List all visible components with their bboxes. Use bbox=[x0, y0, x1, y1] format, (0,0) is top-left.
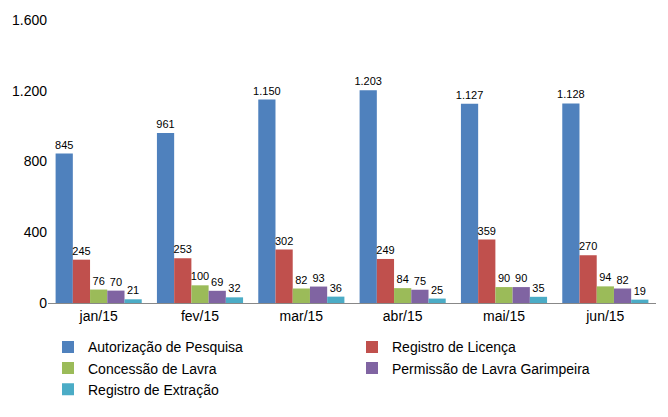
svg-text:0: 0 bbox=[39, 295, 47, 311]
svg-text:84: 84 bbox=[397, 273, 409, 285]
svg-text:82: 82 bbox=[295, 274, 307, 286]
svg-text:Permissão de Lavra Garimpeira: Permissão de Lavra Garimpeira bbox=[392, 361, 590, 377]
svg-text:76: 76 bbox=[93, 275, 105, 287]
svg-text:90: 90 bbox=[498, 272, 510, 284]
svg-text:100: 100 bbox=[191, 270, 209, 282]
svg-text:Concessão de Lavra: Concessão de Lavra bbox=[88, 361, 217, 377]
svg-text:249: 249 bbox=[376, 244, 394, 256]
svg-text:1.127: 1.127 bbox=[456, 89, 484, 101]
svg-text:1.128: 1.128 bbox=[557, 88, 585, 100]
svg-text:253: 253 bbox=[174, 243, 192, 255]
svg-text:Registro de Extração: Registro de Extração bbox=[88, 382, 219, 398]
svg-text:fev/15: fev/15 bbox=[181, 308, 219, 324]
svg-text:abr/15: abr/15 bbox=[383, 308, 423, 324]
svg-text:270: 270 bbox=[579, 240, 597, 252]
svg-text:jun/15: jun/15 bbox=[585, 308, 624, 324]
svg-text:90: 90 bbox=[515, 272, 527, 284]
svg-text:359: 359 bbox=[478, 225, 496, 237]
svg-text:302: 302 bbox=[275, 235, 293, 247]
svg-text:mar/15: mar/15 bbox=[280, 308, 324, 324]
svg-text:69: 69 bbox=[211, 276, 223, 288]
svg-text:1.150: 1.150 bbox=[253, 85, 281, 97]
svg-text:94: 94 bbox=[599, 271, 611, 283]
svg-text:Registro de Licença: Registro de Licença bbox=[392, 339, 516, 355]
svg-text:Autorização de Pesquisa: Autorização de Pesquisa bbox=[88, 339, 243, 355]
svg-text:845: 845 bbox=[55, 139, 73, 151]
svg-text:mai/15: mai/15 bbox=[483, 308, 525, 324]
svg-text:36: 36 bbox=[330, 282, 342, 294]
svg-text:70: 70 bbox=[110, 276, 122, 288]
svg-text:25: 25 bbox=[431, 284, 443, 296]
svg-text:19: 19 bbox=[634, 285, 646, 297]
svg-text:21: 21 bbox=[127, 284, 139, 296]
svg-text:82: 82 bbox=[616, 274, 628, 286]
svg-text:jan/15: jan/15 bbox=[79, 308, 118, 324]
svg-text:93: 93 bbox=[312, 272, 324, 284]
svg-text:75: 75 bbox=[414, 275, 426, 287]
svg-text:32: 32 bbox=[228, 282, 240, 294]
svg-text:1.203: 1.203 bbox=[354, 75, 382, 87]
svg-text:400: 400 bbox=[24, 224, 48, 240]
svg-text:800: 800 bbox=[24, 153, 48, 169]
svg-text:1.600: 1.600 bbox=[12, 12, 47, 28]
svg-text:245: 245 bbox=[72, 245, 90, 257]
svg-text:1.200: 1.200 bbox=[12, 83, 47, 99]
svg-text:35: 35 bbox=[532, 282, 544, 294]
svg-text:961: 961 bbox=[156, 118, 174, 130]
